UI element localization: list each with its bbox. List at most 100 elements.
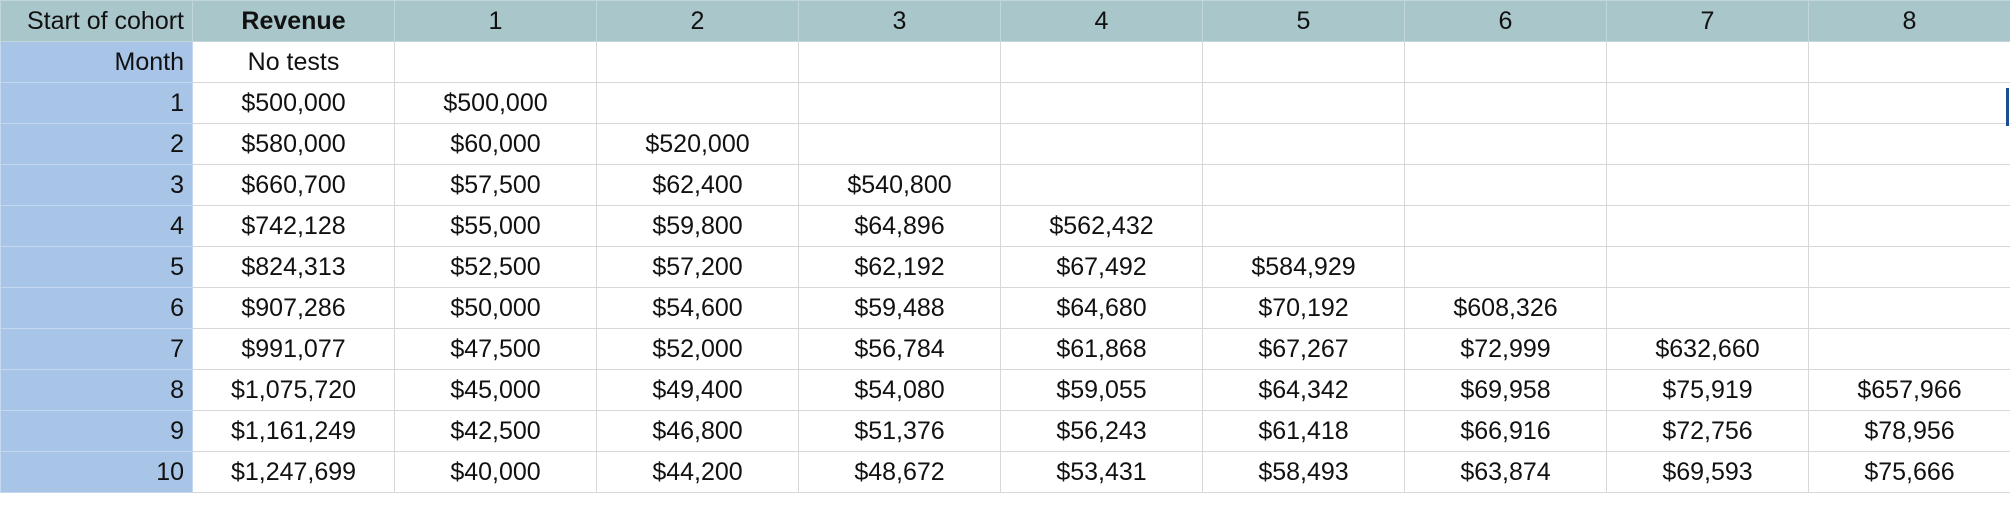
revenue-cell[interactable]: $1,075,720	[192, 369, 395, 411]
cohort-month-cell[interactable]: 4	[0, 205, 193, 247]
header-month-7[interactable]: 7	[1606, 0, 1809, 42]
revenue-cell[interactable]: $742,128	[192, 205, 395, 247]
header-month-6[interactable]: 6	[1404, 0, 1607, 42]
cohort-value-cell[interactable]: $520,000	[596, 123, 799, 165]
cohort-value-cell[interactable]: $500,000	[394, 82, 597, 124]
month-label-cell[interactable]: Month	[0, 41, 193, 83]
cohort-value-cell[interactable]: $584,929	[1202, 246, 1405, 288]
cohort-value-cell[interactable]: $64,680	[1000, 287, 1203, 329]
cohort-value-cell[interactable]: $52,500	[394, 246, 597, 288]
empty-cell[interactable]	[798, 41, 1001, 83]
cohort-value-cell[interactable]	[1808, 123, 2010, 165]
cohort-value-cell[interactable]: $67,267	[1202, 328, 1405, 370]
cohort-value-cell[interactable]: $54,600	[596, 287, 799, 329]
empty-cell[interactable]	[1606, 41, 1809, 83]
revenue-cell[interactable]: $824,313	[192, 246, 395, 288]
cohort-value-cell[interactable]: $58,493	[1202, 451, 1405, 493]
cohort-value-cell[interactable]: $40,000	[394, 451, 597, 493]
header-month-5[interactable]: 5	[1202, 0, 1405, 42]
cohort-value-cell[interactable]: $44,200	[596, 451, 799, 493]
cohort-value-cell[interactable]	[1202, 123, 1405, 165]
cohort-value-cell[interactable]	[1606, 287, 1809, 329]
header-start-of-cohort[interactable]: Start of cohort	[0, 0, 193, 42]
cohort-value-cell[interactable]: $75,666	[1808, 451, 2010, 493]
cohort-value-cell[interactable]: $59,055	[1000, 369, 1203, 411]
revenue-cell[interactable]: $500,000	[192, 82, 395, 124]
cohort-value-cell[interactable]: $49,400	[596, 369, 799, 411]
cohort-value-cell[interactable]: $60,000	[394, 123, 597, 165]
empty-cell[interactable]	[1404, 41, 1607, 83]
cohort-value-cell[interactable]: $75,919	[1606, 369, 1809, 411]
cohort-value-cell[interactable]: $56,243	[1000, 410, 1203, 452]
cohort-value-cell[interactable]: $61,868	[1000, 328, 1203, 370]
cohort-value-cell[interactable]	[1808, 82, 2010, 124]
cohort-month-cell[interactable]: 9	[0, 410, 193, 452]
cohort-value-cell[interactable]	[1000, 123, 1203, 165]
empty-cell[interactable]	[1202, 41, 1405, 83]
cohort-value-cell[interactable]: $540,800	[798, 164, 1001, 206]
cohort-value-cell[interactable]: $62,192	[798, 246, 1001, 288]
cohort-value-cell[interactable]	[1808, 328, 2010, 370]
cohort-month-cell[interactable]: 6	[0, 287, 193, 329]
revenue-cell[interactable]: $1,161,249	[192, 410, 395, 452]
cohort-value-cell[interactable]	[1606, 164, 1809, 206]
cohort-value-cell[interactable]: $62,400	[596, 164, 799, 206]
cohort-value-cell[interactable]: $42,500	[394, 410, 597, 452]
cohort-month-cell[interactable]: 1	[0, 82, 193, 124]
cohort-value-cell[interactable]: $51,376	[798, 410, 1001, 452]
cohort-value-cell[interactable]	[1404, 82, 1607, 124]
cohort-value-cell[interactable]	[1000, 82, 1203, 124]
cohort-month-cell[interactable]: 3	[0, 164, 193, 206]
cohort-value-cell[interactable]: $70,192	[1202, 287, 1405, 329]
cohort-value-cell[interactable]: $59,488	[798, 287, 1001, 329]
cohort-value-cell[interactable]: $50,000	[394, 287, 597, 329]
cohort-value-cell[interactable]: $47,500	[394, 328, 597, 370]
cohort-value-cell[interactable]: $63,874	[1404, 451, 1607, 493]
cohort-value-cell[interactable]	[1808, 246, 2010, 288]
header-month-1[interactable]: 1	[394, 0, 597, 42]
empty-cell[interactable]	[1000, 41, 1203, 83]
cohort-month-cell[interactable]: 7	[0, 328, 193, 370]
cohort-value-cell[interactable]: $657,966	[1808, 369, 2010, 411]
cohort-value-cell[interactable]	[1808, 287, 2010, 329]
cohort-value-cell[interactable]	[798, 82, 1001, 124]
cohort-value-cell[interactable]: $64,342	[1202, 369, 1405, 411]
empty-cell[interactable]	[1808, 41, 2010, 83]
cohort-value-cell[interactable]: $562,432	[1000, 205, 1203, 247]
header-month-8[interactable]: 8	[1808, 0, 2010, 42]
cohort-value-cell[interactable]: $78,956	[1808, 410, 2010, 452]
cohort-month-cell[interactable]: 8	[0, 369, 193, 411]
cohort-value-cell[interactable]: $53,431	[1000, 451, 1203, 493]
cohort-value-cell[interactable]: $61,418	[1202, 410, 1405, 452]
cohort-value-cell[interactable]: $59,800	[596, 205, 799, 247]
cohort-value-cell[interactable]	[1606, 82, 1809, 124]
no-tests-cell[interactable]: No tests	[192, 41, 395, 83]
cohort-value-cell[interactable]: $45,000	[394, 369, 597, 411]
cohort-value-cell[interactable]: $57,200	[596, 246, 799, 288]
cohort-value-cell[interactable]	[1606, 205, 1809, 247]
cohort-value-cell[interactable]: $64,896	[798, 205, 1001, 247]
cohort-month-cell[interactable]: 10	[0, 451, 193, 493]
cohort-value-cell[interactable]: $48,672	[798, 451, 1001, 493]
cohort-value-cell[interactable]: $69,593	[1606, 451, 1809, 493]
cohort-value-cell[interactable]	[596, 82, 799, 124]
empty-cell[interactable]	[596, 41, 799, 83]
header-month-4[interactable]: 4	[1000, 0, 1203, 42]
cohort-value-cell[interactable]: $632,660	[1606, 328, 1809, 370]
header-month-3[interactable]: 3	[798, 0, 1001, 42]
cohort-value-cell[interactable]: $69,958	[1404, 369, 1607, 411]
cohort-value-cell[interactable]	[1404, 123, 1607, 165]
cohort-value-cell[interactable]	[1000, 164, 1203, 206]
cohort-value-cell[interactable]: $52,000	[596, 328, 799, 370]
cohort-value-cell[interactable]	[1202, 82, 1405, 124]
revenue-cell[interactable]: $660,700	[192, 164, 395, 206]
cohort-month-cell[interactable]: 2	[0, 123, 193, 165]
cohort-value-cell[interactable]: $66,916	[1404, 410, 1607, 452]
cohort-value-cell[interactable]	[1606, 246, 1809, 288]
cohort-value-cell[interactable]: $57,500	[394, 164, 597, 206]
revenue-cell[interactable]: $991,077	[192, 328, 395, 370]
cohort-value-cell[interactable]	[1202, 164, 1405, 206]
cohort-value-cell[interactable]	[1808, 205, 2010, 247]
revenue-cell[interactable]: $907,286	[192, 287, 395, 329]
cohort-value-cell[interactable]	[1808, 164, 2010, 206]
